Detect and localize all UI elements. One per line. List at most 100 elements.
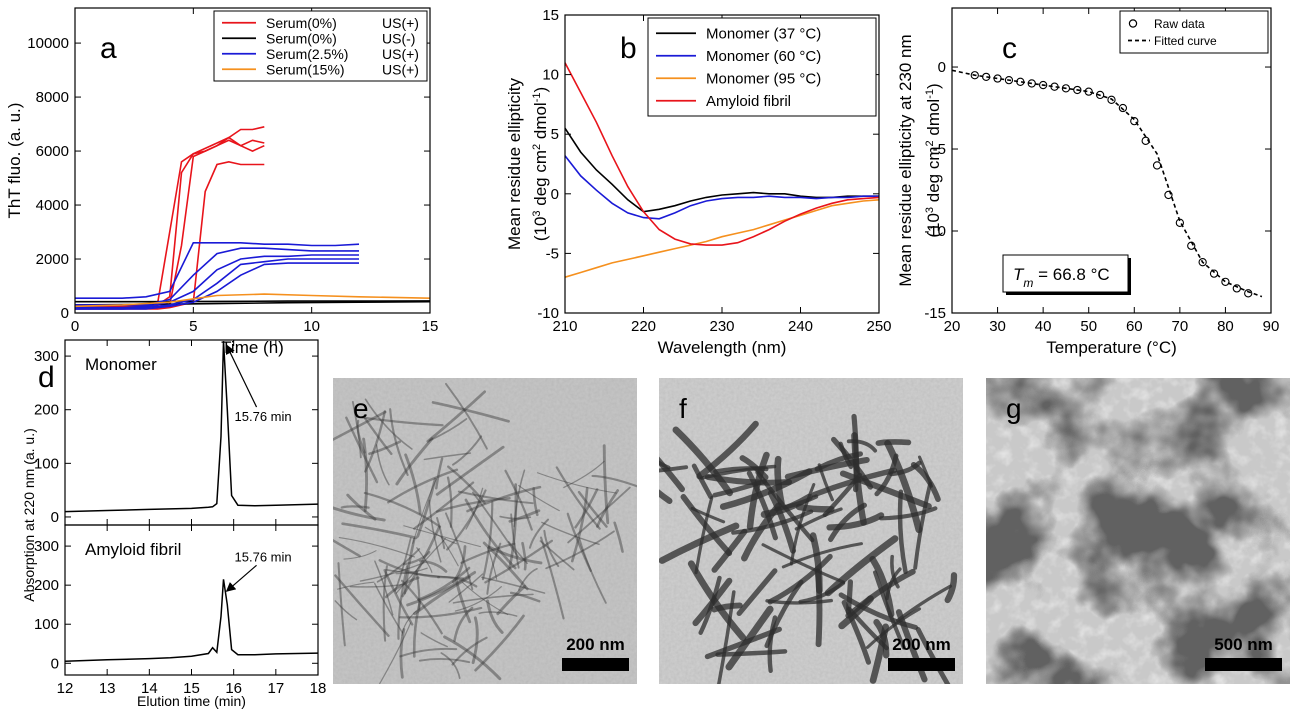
y-axis-label: (103 deg cm2 dmol-1) [531,87,550,241]
fibril [672,426,734,497]
chart-panel: c 20 30 40 50 60 70 80 90 0 -5 -10 -15 Temperature (°… [896,7,1279,357]
fibril [416,477,437,538]
fibril [399,606,483,619]
legend-label: US(+) [382,61,419,77]
annotation: Tm = 66.8 °C [1013,265,1110,290]
fibril [536,472,617,494]
fibril [508,509,541,523]
fibril [436,517,446,550]
fibril [540,536,565,620]
fibril [869,555,895,618]
legend: Monomer (37 °C) Monomer (60 °C) Monomer (9… [647,17,877,117]
scale-bar [562,658,629,671]
y-tick-label: -10 [537,305,559,322]
fibril [499,515,532,520]
fibril [454,586,502,612]
fibril [767,553,833,605]
fibril [419,559,448,573]
fibril [431,401,510,423]
fibril [814,568,823,648]
fibril [717,590,736,684]
label-part: Mean residue ellipticity at 230 nm [896,34,915,286]
fibril [700,464,777,480]
scale-bar [888,658,955,671]
fibril [448,573,484,603]
fibril [736,568,778,617]
y-tick-label: 0 [938,59,946,76]
superscript: -1 [924,89,936,99]
y-tick-label: -10 [924,223,946,240]
x-axis-label: Elution time (min) [137,693,246,709]
fibril [917,455,934,488]
fibril [567,486,631,544]
fibril [691,463,714,500]
fibril [435,457,444,490]
superscript: 2 [531,144,543,150]
fibril [487,545,543,565]
fibril [451,545,467,584]
texture [333,378,637,684]
fibril [401,610,417,636]
fibril [767,615,778,674]
fibril [416,547,433,573]
panel-label: f [679,393,687,424]
legend-marker [1128,19,1138,28]
fibril [915,626,951,684]
fibril [563,460,605,489]
y-tick-label: 6000 [36,143,69,160]
fibril [418,658,471,664]
fibril [346,493,377,521]
x-tick-label: 15 [422,318,439,335]
panel-label: a [100,32,117,65]
data-point [1209,269,1219,278]
fibril [415,570,421,611]
label-part: Mean residue ellipticity [505,78,524,250]
plot-frame [74,7,431,314]
fibril [379,622,412,684]
data-line [951,69,1263,298]
fibril [521,541,527,571]
fibril [486,599,504,634]
fibril [364,417,393,456]
fibril [399,628,406,679]
fibril [395,538,446,594]
legend: Serum(0%) US(+) Serum(0%) US(-) Serum(2.5%) U… [213,10,428,82]
fibril [333,538,361,558]
panel-label: d [38,361,55,394]
fibril [761,543,846,584]
label-part: dmol [924,99,943,141]
y-tick-label: -5 [933,141,946,158]
peak-label: 15.76 min [235,409,292,424]
label-part: ) [531,87,550,93]
scale-bar-label: 200 nm [566,635,625,654]
fibril [838,592,919,630]
y-tick-label: 300 [34,538,59,555]
fibril [451,636,488,666]
fibril [382,565,388,642]
fibril [541,521,600,546]
x-tick-label: 12 [57,680,74,697]
fibril [478,611,518,617]
fibril [577,490,608,528]
x-tick-label: 220 [631,318,656,335]
fibril [578,538,607,604]
fibril [376,548,421,583]
panel-label: b [620,32,637,65]
panel-label: e [353,393,369,424]
label-part: dmol [531,102,550,144]
fibril [412,600,422,658]
fibril [428,499,442,563]
fibril [413,575,471,616]
fibril [428,418,468,442]
x-tick-label: 50 [1080,318,1097,335]
fibril [343,550,377,560]
fibril [659,489,673,504]
micrograph-content [986,378,1290,684]
fibril [481,501,494,581]
x-tick-label: 16 [225,680,242,697]
fibril [446,476,453,528]
legend-label: Monomer (95 °C) [706,71,821,88]
y-tick-label: 10000 [27,35,69,52]
fibril [400,579,443,635]
fibril [394,537,412,592]
